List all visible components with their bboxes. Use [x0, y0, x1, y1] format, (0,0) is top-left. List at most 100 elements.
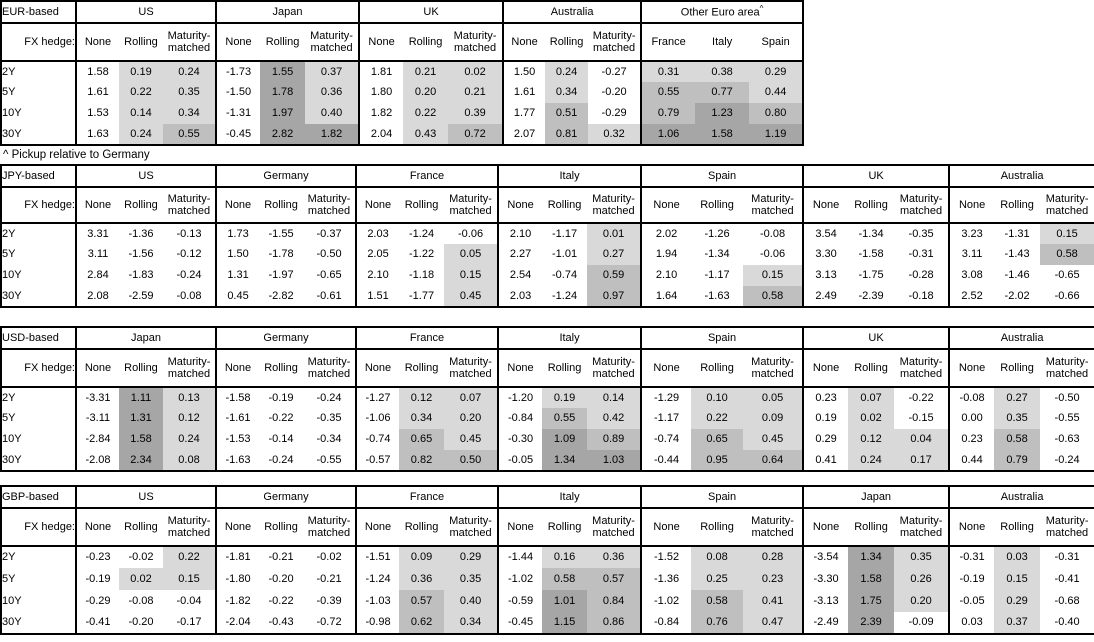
value-cell: 0.58 [994, 429, 1041, 450]
value-cell: 1.50 [502, 61, 546, 82]
value-cell: 2.54 [497, 265, 543, 286]
fx-hedge-option-header: Maturity-matched [587, 508, 642, 547]
value-cell: 0.20 [403, 82, 449, 103]
table-base-label: EUR-based [1, 1, 76, 24]
value-cell: -0.74 [552, 269, 578, 282]
value-cell: 0.40 [305, 103, 360, 124]
value-cell: 2.82 [260, 124, 306, 145]
country-header-cell: US [74, 486, 217, 509]
value-cell: -1.44 [497, 546, 543, 568]
country-header-cell: France [355, 327, 499, 350]
tenor-row-label: 10Y [2, 433, 22, 446]
country-header-cell: Japan [802, 486, 950, 509]
value-cell: 1.03 [587, 450, 642, 471]
value-cell: -2.02 [1004, 289, 1030, 302]
fx-hedge-option-header: Rolling [119, 349, 163, 388]
country-header-cell: Australia [948, 327, 1094, 350]
country-header-label: UK [868, 331, 884, 344]
value-cell: 0.80 [749, 103, 804, 124]
fx-hedge-option-header: None [497, 187, 543, 224]
value-cell: -2.82 [268, 289, 294, 302]
value-cell: 0.29 [994, 590, 1041, 612]
country-header-cell: Italy [497, 327, 642, 350]
value-cell: 0.08 [691, 546, 744, 568]
value-cell: -1.58 [215, 387, 260, 408]
country-header-label: UK [868, 169, 884, 182]
fx-hedge-option-header: Maturity-matched [588, 23, 642, 62]
value-cell: -0.09 [908, 616, 934, 629]
value-cell: 0.15 [163, 568, 217, 590]
value-cell: -0.22 [908, 391, 934, 404]
fx-hedge-option-header: None [802, 508, 849, 547]
value-cell: 3.23 [948, 223, 995, 244]
value-cell: 0.15 [743, 265, 804, 286]
value-cell: 0.15 [994, 568, 1041, 590]
value-cell: -1.27 [355, 387, 400, 408]
value-cell: -0.08 [760, 227, 786, 240]
value-cell: 0.89 [587, 429, 642, 450]
fx-hedge-option-header: None [215, 349, 260, 388]
fx-hedge-option-header: Maturity-matched [163, 187, 217, 224]
value-cell: -1.17 [640, 408, 692, 429]
value-cell: 0.05 [444, 244, 499, 265]
value-cell: 0.20 [444, 408, 499, 429]
value-cell: -0.57 [355, 450, 400, 471]
fx-hedge-option-header: Rolling [119, 508, 163, 547]
country-header-cell: Australia [948, 486, 1094, 509]
value-cell: -1.02 [497, 568, 543, 590]
value-cell: -0.65 [1054, 269, 1080, 282]
value-cell: 3.30 [802, 244, 849, 265]
country-header-cell: Germany [215, 165, 357, 188]
fx-hedge-option-header: None [75, 349, 119, 388]
value-cell: -1.17 [552, 227, 578, 240]
value-cell: -0.84 [497, 408, 543, 429]
value-cell: -2.84 [75, 429, 119, 450]
country-header-cell: Japan [215, 1, 360, 24]
fx-hedge-option-header: Maturity-matched [894, 508, 950, 547]
value-cell: -2.49 [802, 612, 849, 634]
value-cell: 0.57 [399, 590, 445, 612]
value-cell: 1.53 [75, 103, 119, 124]
value-cell: 2.10 [497, 223, 543, 244]
value-cell: 2.04 [358, 124, 404, 145]
country-header-label: France [409, 490, 445, 503]
value-cell: 0.76 [691, 612, 744, 634]
value-cell: 0.14 [119, 103, 163, 124]
value-cell: 1.58 [848, 568, 895, 590]
fx-hedge-option-header: None [215, 23, 261, 62]
value-cell: 0.44 [749, 82, 804, 103]
fx-hedge-option-header: Maturity-matched [305, 23, 360, 62]
value-cell: 0.22 [163, 546, 217, 568]
fx-hedge-option-header: Rolling [259, 187, 304, 224]
value-cell: 0.41 [743, 590, 804, 612]
value-cell: 0.65 [399, 429, 445, 450]
value-cell: -2.08 [75, 450, 119, 471]
value-cell: 0.57 [587, 568, 642, 590]
value-cell: 1.31 [215, 265, 260, 286]
value-cell: 0.35 [894, 546, 950, 568]
value-cell: -3.30 [802, 568, 849, 590]
country-header-label: Other Euro area [680, 6, 760, 19]
fx-hedge-option-header: Maturity-matched [587, 349, 642, 388]
fx-hedge-option-header: Rolling [259, 349, 304, 388]
value-cell: -1.26 [704, 227, 730, 240]
value-cell: -0.35 [908, 227, 934, 240]
value-cell: -1.75 [858, 269, 884, 282]
value-cell: -1.20 [497, 387, 543, 408]
usd-based-table-slot: USD-based Japan Germany France Italy Spain UK A… [0, 326, 1094, 472]
value-cell: -2.39 [858, 289, 884, 302]
value-cell: -0.20 [128, 616, 154, 629]
value-cell: -0.08 [176, 289, 202, 302]
value-cell: 3.31 [75, 223, 119, 244]
value-cell: -1.43 [1004, 248, 1030, 261]
value-cell: 0.25 [691, 568, 744, 590]
value-cell: 0.02 [848, 408, 895, 429]
table-base-label: GBP-based [1, 486, 76, 509]
tenor-row-label: 2Y [2, 65, 16, 78]
fx-hedge-option-header: None [497, 508, 543, 547]
value-cell: 0.08 [163, 450, 217, 471]
value-cell: 1.09 [542, 429, 588, 450]
value-cell: -0.40 [1054, 616, 1080, 629]
fx-hedge-option-header: None [358, 23, 404, 62]
